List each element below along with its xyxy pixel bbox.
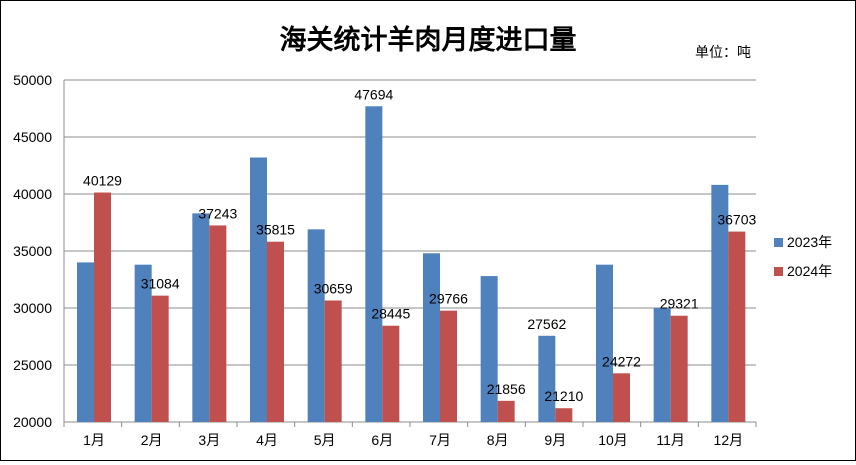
unit-label: 单位：吨 [695, 44, 751, 60]
y-tick-label: 35000 [13, 243, 52, 259]
bar-series1 [134, 264, 152, 422]
x-tick-label: 1月 [83, 432, 105, 448]
x-tick-label: 10月 [598, 432, 628, 448]
y-tick-label: 30000 [13, 300, 52, 316]
data-label: 37243 [198, 205, 237, 221]
data-label: 21210 [544, 388, 583, 404]
data-label: 47694 [354, 86, 393, 102]
x-tick-label: 9月 [544, 432, 566, 448]
legend-label: 2023年 [787, 234, 832, 250]
data-label: 29766 [429, 291, 468, 307]
x-tick-label: 12月 [714, 432, 744, 448]
legend-label: 2024年 [787, 263, 832, 279]
bar-series1 [596, 264, 613, 422]
bar-series2 [151, 295, 169, 422]
bar-series2 [728, 231, 746, 422]
x-tick-label: 2月 [141, 432, 163, 448]
bar-series2 [94, 192, 111, 422]
bar-series1 [480, 276, 498, 422]
bar-series2 [555, 408, 573, 422]
data-label: 30659 [314, 280, 353, 296]
data-label: 31084 [141, 276, 180, 292]
data-label: 28445 [371, 306, 410, 322]
data-label: 35815 [256, 222, 295, 238]
y-tick-label: 25000 [13, 357, 52, 373]
x-tick-label: 7月 [429, 432, 451, 448]
x-tick-label: 8月 [487, 432, 509, 448]
y-tick-label: 45000 [13, 129, 52, 145]
data-label: 29321 [660, 296, 699, 312]
y-tick-label: 40000 [13, 186, 52, 202]
data-label: 40129 [83, 173, 122, 189]
bar-series1 [250, 157, 267, 422]
bar-series1 [711, 184, 729, 422]
x-tick-label: 6月 [371, 432, 393, 448]
data-label: 36703 [717, 212, 756, 228]
x-tick-label: 3月 [198, 432, 220, 448]
legend-swatch [774, 267, 783, 276]
bar-series2 [613, 373, 630, 422]
data-label: 24272 [602, 353, 641, 369]
x-tick-label: 5月 [314, 432, 336, 448]
bars [77, 106, 746, 423]
bar-series2 [324, 300, 342, 422]
bar-series1 [192, 213, 210, 422]
x-tick-label: 4月 [256, 432, 278, 448]
bar-series2 [267, 241, 284, 422]
bar-series1 [423, 253, 440, 422]
gridlines [64, 79, 756, 366]
x-tick-label: 11月 [656, 432, 685, 448]
bar-series1 [538, 335, 556, 422]
y-tick-label: 20000 [13, 414, 52, 430]
data-label: 21856 [487, 381, 526, 397]
y-tick-label: 50000 [13, 72, 52, 88]
bar-series1 [307, 229, 325, 422]
legend: 2023年 2024年 [774, 234, 832, 279]
legend-swatch [774, 238, 783, 247]
data-labels: 47694 27562 40129 31084 37243 35815 30659 28445… [83, 86, 756, 404]
axes: 20000 25000 30000 35000 40000 45000 50000 1月 2月 3… [13, 72, 757, 448]
bar-series2 [440, 310, 457, 422]
bar-series2 [209, 225, 227, 422]
bar-series1 [653, 308, 671, 422]
data-label: 27562 [527, 316, 566, 332]
chart-title: 海关统计羊肉月度进口量 [280, 24, 577, 55]
bar-series2 [670, 315, 688, 422]
bar-series1 [77, 262, 94, 422]
bar-series2 [382, 325, 400, 422]
bar-series1 [365, 106, 383, 423]
bar-series2 [497, 400, 515, 422]
